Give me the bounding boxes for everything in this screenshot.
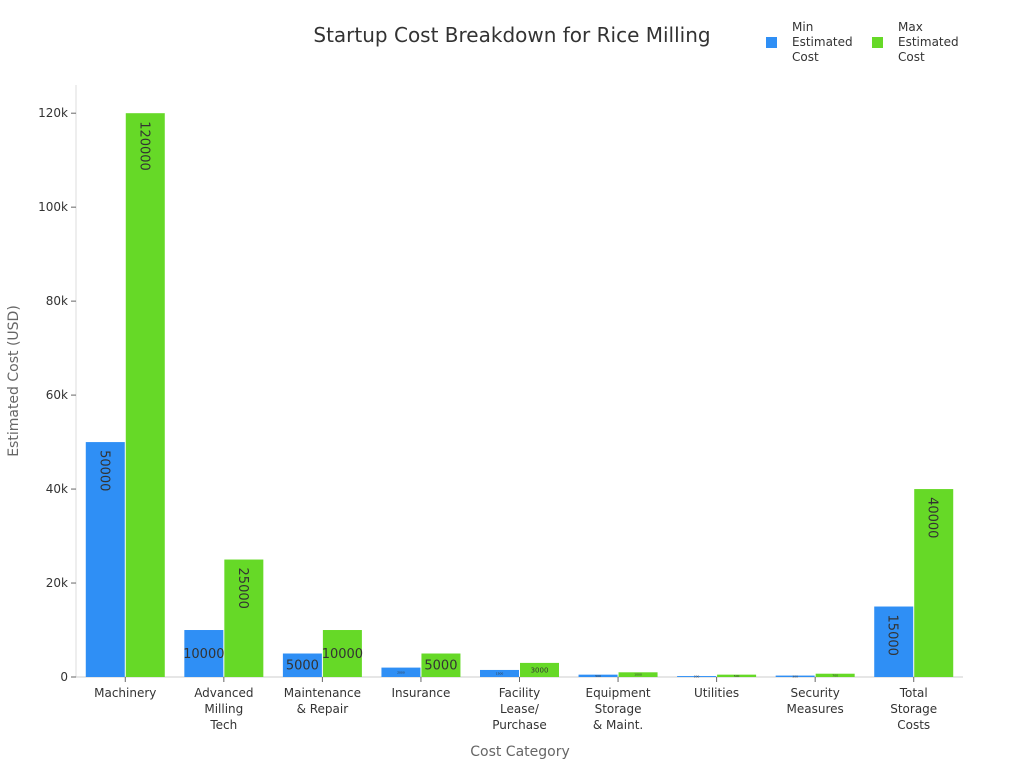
bar [874, 606, 914, 677]
x-tick-label: Machinery [94, 686, 156, 700]
x-tick-label: Insurance [392, 686, 451, 700]
legend-label: Cost [792, 50, 819, 64]
legend-label: Estimated [898, 35, 959, 49]
x-tick-label: & Repair [297, 702, 349, 716]
data-label: 300 [792, 674, 798, 678]
x-tick-label: Storage [890, 702, 937, 716]
data-label: 1500 [496, 671, 504, 675]
x-axis-label: Cost Category [470, 744, 570, 760]
bar [775, 675, 815, 677]
bar [381, 667, 421, 677]
y-tick-label: 120k [38, 106, 68, 120]
x-tick-label: Costs [897, 718, 930, 732]
legend-label: Max [898, 20, 923, 34]
data-label: 15000 [885, 615, 900, 656]
legend-label: Min [792, 20, 813, 34]
x-tick-label: Milling [204, 702, 243, 716]
x-tick-label: Facility [499, 686, 541, 700]
data-label: 1000 [634, 673, 642, 677]
x-tick-label: Lease/ [500, 702, 540, 716]
data-label: 50000 [96, 450, 111, 491]
bar [618, 672, 658, 677]
bar [282, 653, 322, 677]
data-label: 2000 [397, 670, 405, 674]
y-tick-label: 0 [60, 670, 68, 684]
y-axis-label: Estimated Cost (USD) [6, 305, 22, 457]
x-tick-label: Total [899, 686, 928, 700]
bar [480, 669, 519, 677]
data-label: 5000 [424, 659, 457, 674]
data-label: 10000 [322, 647, 363, 662]
data-label: 25000 [235, 568, 250, 609]
bar [224, 559, 264, 677]
bar [184, 630, 224, 677]
x-tick-label: Advanced [194, 686, 253, 700]
y-tick-label: 100k [38, 200, 68, 214]
data-label: 500 [595, 674, 601, 678]
y-tick-label: 80k [46, 294, 68, 308]
x-tick-label: Equipment [585, 686, 650, 700]
data-label: 5000 [286, 659, 319, 674]
bar [677, 676, 717, 677]
x-tick-label: Measures [787, 702, 844, 716]
bar [85, 442, 125, 677]
data-label: 120000 [136, 121, 151, 171]
legend-swatch [872, 37, 883, 48]
data-label: 500 [734, 674, 740, 678]
bar [322, 630, 362, 677]
x-tick-label: Purchase [492, 718, 547, 732]
legend-swatch [766, 37, 777, 48]
x-tick-label: Security [791, 686, 840, 700]
legend-label: Cost [898, 50, 925, 64]
bar [421, 653, 461, 677]
x-tick-label: Maintenance [284, 686, 361, 700]
data-label: 3000 [531, 666, 549, 674]
y-tick-label: 40k [46, 482, 68, 496]
x-tick-label: & Maint. [593, 718, 643, 732]
chart-title: Startup Cost Breakdown for Rice Milling [313, 23, 710, 47]
x-tick-label: Storage [595, 702, 642, 716]
bar [520, 662, 559, 677]
bar [125, 113, 165, 677]
x-tick-label: Tech [209, 718, 237, 732]
legend-label: Estimated [792, 35, 853, 49]
bar [578, 674, 618, 677]
y-tick-label: 20k [46, 576, 68, 590]
data-label: 40000 [925, 497, 940, 538]
bar [815, 673, 855, 677]
data-label: 10000 [183, 647, 224, 662]
data-label: 200 [694, 675, 700, 679]
data-label: 700 [832, 673, 838, 677]
bar [914, 489, 954, 677]
bar [717, 674, 757, 677]
y-tick-label: 60k [46, 388, 68, 402]
x-tick-label: Utilities [694, 686, 739, 700]
